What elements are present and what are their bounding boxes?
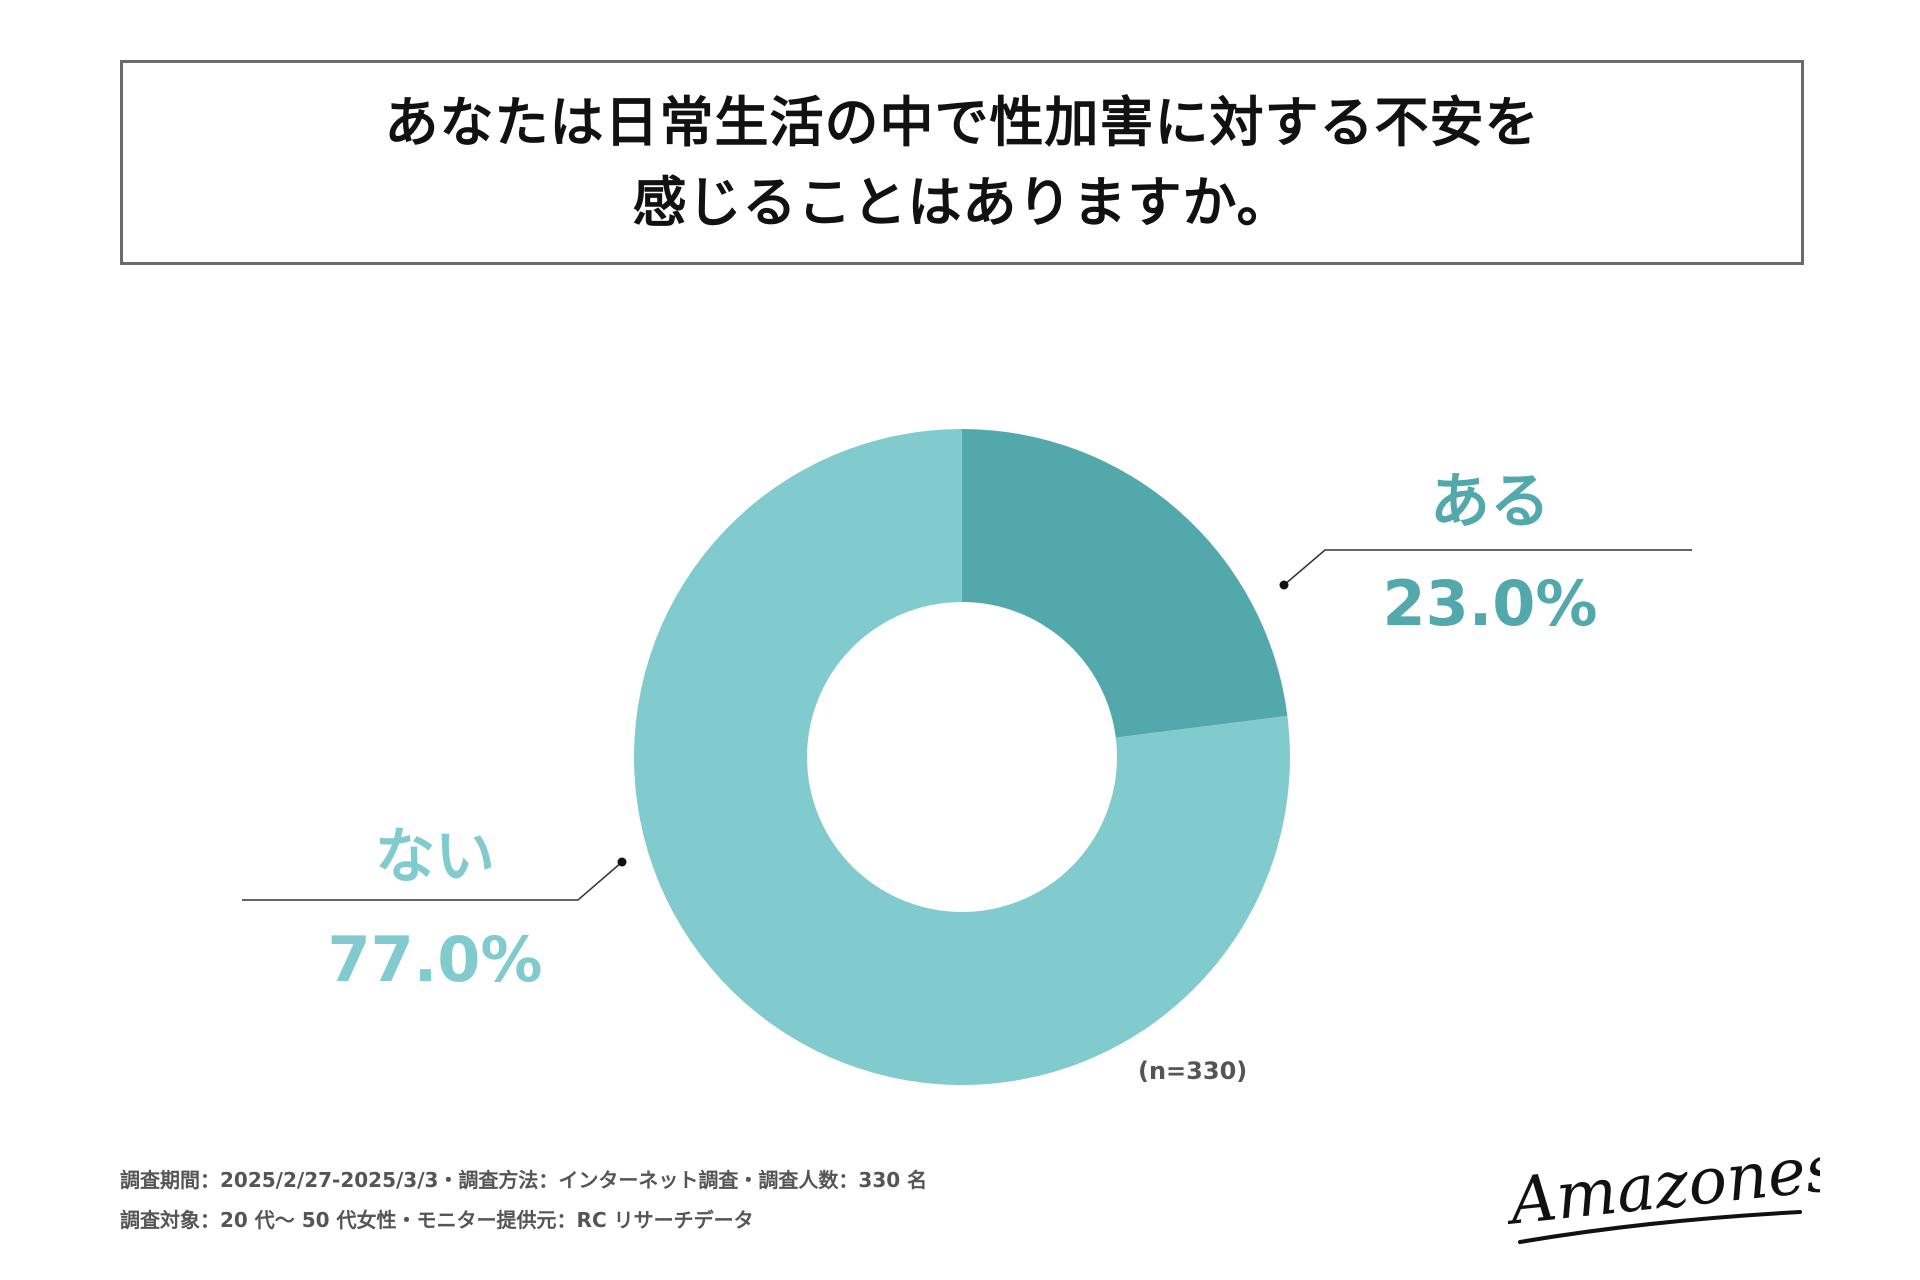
sample-size-note: (n=330) [1138,1057,1248,1085]
slice-value-nai: 77.0% [327,923,543,996]
leader-dot-0 [1279,580,1289,590]
title-line-1: あなたは日常生活の中で性加害に対する不安を [384,90,1540,154]
title-line-2: 感じることはありますか。 [632,170,1292,234]
survey-footer-line-1: 調査期間：2025/2/27-2025/3/3・調査方法：インターネット調査・調… [120,1168,928,1192]
leader-line-0 [1283,549,1692,586]
donut-slice-1 [633,429,1290,1085]
survey-footer-line-2: 調査対象：20 代〜 50 代女性・モニター提供元：RC リサーチデータ [120,1208,754,1232]
slice-label-nai: ない [375,822,495,892]
amazones-logo: Amazones [1502,1131,1820,1244]
title-box: あなたは日常生活の中で性加害に対する不安を 感じることはありますか。 [120,60,1804,265]
slice-value-aru: 23.0% [1382,567,1598,640]
leader-line-1 [242,861,623,901]
slice-label-aru: ある [1430,467,1550,537]
donut-slice-0 [962,429,1288,738]
survey-footer: 調査期間：2025/2/27-2025/3/3・調査方法：インターネット調査・調… [120,1160,927,1240]
leader-dot-1 [617,857,627,867]
